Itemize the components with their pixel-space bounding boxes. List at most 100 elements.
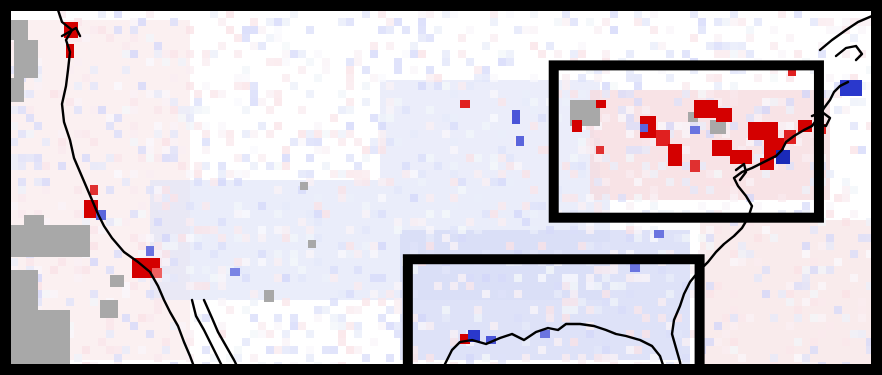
- anomaly-pixel: [426, 194, 434, 202]
- anomaly-pixel: [314, 130, 322, 138]
- anomaly-pixel: [714, 282, 722, 290]
- positive-cell: [460, 100, 470, 108]
- anomaly-pixel: [250, 298, 258, 306]
- anomaly-pixel: [626, 202, 634, 210]
- anomaly-pixel: [154, 218, 162, 226]
- anomaly-pixel: [706, 74, 714, 82]
- anomaly-pixel: [346, 98, 354, 106]
- pacific-coastline: [56, 10, 197, 370]
- anomaly-pixel: [98, 338, 106, 346]
- positive-cell: [596, 100, 606, 108]
- anomaly-pixel: [858, 18, 866, 26]
- anomaly-pixel: [442, 82, 450, 90]
- anomaly-pixel: [802, 274, 810, 282]
- anomaly-pixel: [682, 234, 690, 242]
- anomaly-pixel: [626, 290, 634, 298]
- anomaly-pixel: [314, 258, 322, 266]
- anomaly-pixel: [666, 322, 674, 330]
- anomaly-pixel: [714, 170, 722, 178]
- anomaly-pixel: [602, 194, 610, 202]
- anomaly-pixel: [666, 122, 674, 130]
- anomaly-pixel: [10, 202, 18, 210]
- anomaly-pixel: [194, 178, 202, 186]
- anomaly-pixel: [138, 146, 146, 154]
- anomaly-pixel: [682, 178, 690, 186]
- anomaly-pixel: [394, 306, 402, 314]
- anomaly-pixel: [282, 42, 290, 50]
- anomaly-pixel: [746, 314, 754, 322]
- anomaly-pixel: [274, 162, 282, 170]
- anomaly-pixel: [178, 146, 186, 154]
- anomaly-pixel: [546, 306, 554, 314]
- anomaly-pixel: [394, 58, 402, 66]
- anomaly-pixel: [810, 314, 818, 322]
- anomaly-pixel: [354, 250, 362, 258]
- anomaly-pixel: [466, 26, 474, 34]
- anomaly-pixel: [202, 282, 210, 290]
- anomaly-pixel: [394, 226, 402, 234]
- anomaly-pixel: [714, 74, 722, 82]
- anomaly-pixel: [210, 90, 218, 98]
- anomaly-pixel: [146, 146, 154, 154]
- anomaly-pixel: [418, 50, 426, 58]
- anomaly-pixel: [202, 58, 210, 66]
- anomaly-pixel: [378, 298, 386, 306]
- anomaly-pixel: [130, 90, 138, 98]
- anomaly-pixel: [866, 338, 874, 346]
- anomaly-pixel: [466, 82, 474, 90]
- positive-cell: [748, 122, 778, 140]
- anomaly-pixel: [554, 282, 562, 290]
- anomaly-pixel: [346, 290, 354, 298]
- anomaly-pixel: [546, 314, 554, 322]
- anomaly-pixel: [642, 146, 650, 154]
- anomaly-pixel: [410, 242, 418, 250]
- anomaly-pixel: [114, 82, 122, 90]
- anomaly-pixel: [242, 274, 250, 282]
- anomaly-pixel: [650, 26, 658, 34]
- anomaly-pixel: [194, 162, 202, 170]
- anomaly-pixel: [162, 242, 170, 250]
- anomaly-pixel: [234, 154, 242, 162]
- anomaly-pixel: [82, 154, 90, 162]
- anomaly-pixel: [698, 250, 706, 258]
- anomaly-pixel: [186, 282, 194, 290]
- anomaly-pixel: [282, 50, 290, 58]
- anomaly-pixel: [298, 266, 306, 274]
- anomaly-pixel: [754, 274, 762, 282]
- anomaly-pixel: [642, 170, 650, 178]
- anomaly-pixel: [138, 314, 146, 322]
- anomaly-pixel: [210, 10, 218, 18]
- anomaly-pixel: [386, 26, 394, 34]
- anomaly-pixel: [730, 250, 738, 258]
- missing-cell: [710, 120, 726, 134]
- anomaly-pixel: [410, 314, 418, 322]
- anomaly-pixel: [418, 314, 426, 322]
- anomaly-pixel: [98, 226, 106, 234]
- anomaly-pixel: [706, 242, 714, 250]
- anomaly-pixel: [258, 154, 266, 162]
- anomaly-pixel: [626, 114, 634, 122]
- anomaly-pixel: [658, 42, 666, 50]
- anomaly-pixel: [602, 18, 610, 26]
- anomaly-pixel: [746, 138, 754, 146]
- anomaly-pixel: [330, 170, 338, 178]
- anomaly-pixel: [570, 338, 578, 346]
- anomaly-pixel: [722, 42, 730, 50]
- anomaly-pixel: [858, 330, 866, 338]
- anomaly-pixel: [178, 322, 186, 330]
- anomaly-pixel: [818, 18, 826, 26]
- positive-cell: [460, 334, 470, 344]
- missing-cell: [10, 225, 90, 257]
- anomaly-pixel: [378, 122, 386, 130]
- positive-cell: [656, 130, 670, 146]
- anomaly-pixel: [346, 122, 354, 130]
- anomaly-pixel: [746, 194, 754, 202]
- anomaly-pixel: [858, 146, 866, 154]
- anomaly-pixel: [346, 322, 354, 330]
- anomaly-pixel: [162, 98, 170, 106]
- negative-cell: [630, 262, 640, 272]
- anomaly-pixel: [666, 74, 674, 82]
- anomaly-pixel: [810, 290, 818, 298]
- anomaly-pixel: [634, 18, 642, 26]
